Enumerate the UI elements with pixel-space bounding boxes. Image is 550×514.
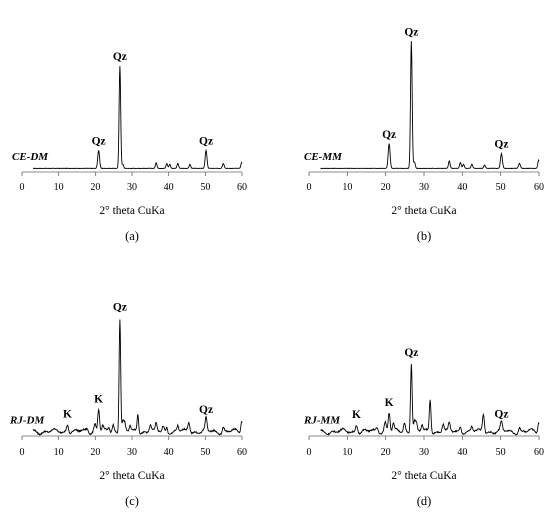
x-tick-label: 10 [54,182,64,193]
peak-annotation: Qz [494,408,508,420]
x-tick-label: 30 [419,182,429,193]
panel-label: (b) [417,229,432,243]
xrd-trace-b [320,41,540,170]
x-tick-label: 60 [534,182,544,193]
x-tick-label: 40 [164,447,174,458]
xrd-panel-c: 0 10 20 30 40 50 60 2° theta CuKa (c) RJ-DM K K Qz Qz [9,302,247,508]
peak-annotation: Qz [404,26,418,38]
x-tick-label: 10 [342,182,352,193]
panel-label: (c) [125,494,139,508]
peak-annotation: Qz [199,135,213,147]
x-tick-label: 60 [237,447,247,458]
x-axis-label: 2° theta CuKa [99,470,164,482]
peak-annotation: Qz [494,139,508,151]
peak-annotation: Qz [92,135,106,147]
sample-label: RJ-DM [9,414,45,426]
peak-annotation: Qz [404,347,418,359]
x-tick-label: 40 [457,182,467,193]
xrd-trace-d [320,363,540,436]
x-tick-label: 50 [496,447,506,458]
x-tick-label: 20 [90,182,100,193]
x-tick-label: 60 [534,447,544,458]
x-tick-label: 50 [496,182,506,193]
x-tick-label: 40 [457,447,467,458]
x-tick-label: 10 [54,447,64,458]
x-tick-label: 30 [419,447,429,458]
x-tick-label: 10 [342,447,352,458]
peak-annotation: Qz [382,129,396,141]
xrd-panel-d: 0 10 20 30 40 50 60 2° theta CuKa (d) RJ-MM K K Qz Qz [303,347,544,508]
x-tick-label: 0 [20,182,25,193]
x-tick-label: 20 [381,447,391,458]
panel-label: (d) [417,494,432,508]
x-tick-label: 50 [200,182,210,193]
x-tick-label: 0 [307,447,312,458]
x-tick-label: 30 [127,182,137,193]
sample-label: CE-DM [12,151,49,163]
xrd-trace-a [32,65,243,170]
x-axis-label: 2° theta CuKa [391,470,456,482]
x-tick-label: 0 [307,182,312,193]
peak-annotation: Qz [199,404,213,416]
x-tick-label: 60 [237,182,247,193]
x-tick-label: 30 [127,447,137,458]
x-tick-label: 50 [200,447,210,458]
x-tick-label: 0 [20,447,25,458]
x-tick-label: 20 [381,182,391,193]
peak-annotation: Qz [113,302,127,314]
x-axis-label: 2° theta CuKa [391,205,456,217]
peak-annotation: K [94,394,103,406]
x-tick-label: 40 [164,182,174,193]
peak-annotation: Qz [113,51,127,63]
peak-annotation: K [385,397,394,409]
peak-annotation: K [63,408,72,420]
xrd-trace-c [32,319,243,436]
panel-label: (a) [125,229,139,243]
x-axis-label: 2° theta CuKa [99,205,164,217]
sample-label: CE-MM [304,151,343,163]
x-tick-label: 20 [90,447,100,458]
xrd-panel-b: 0 10 20 30 40 50 60 2° theta CuKa (b) CE-MM Qz Qz Qz [304,26,544,243]
sample-label: RJ-MM [303,414,341,426]
peak-annotation: K [352,409,361,421]
xrd-panel-a: 0 10 20 30 40 50 60 2° theta CuKa (a) CE-DM Qz Qz Qz [12,51,247,243]
